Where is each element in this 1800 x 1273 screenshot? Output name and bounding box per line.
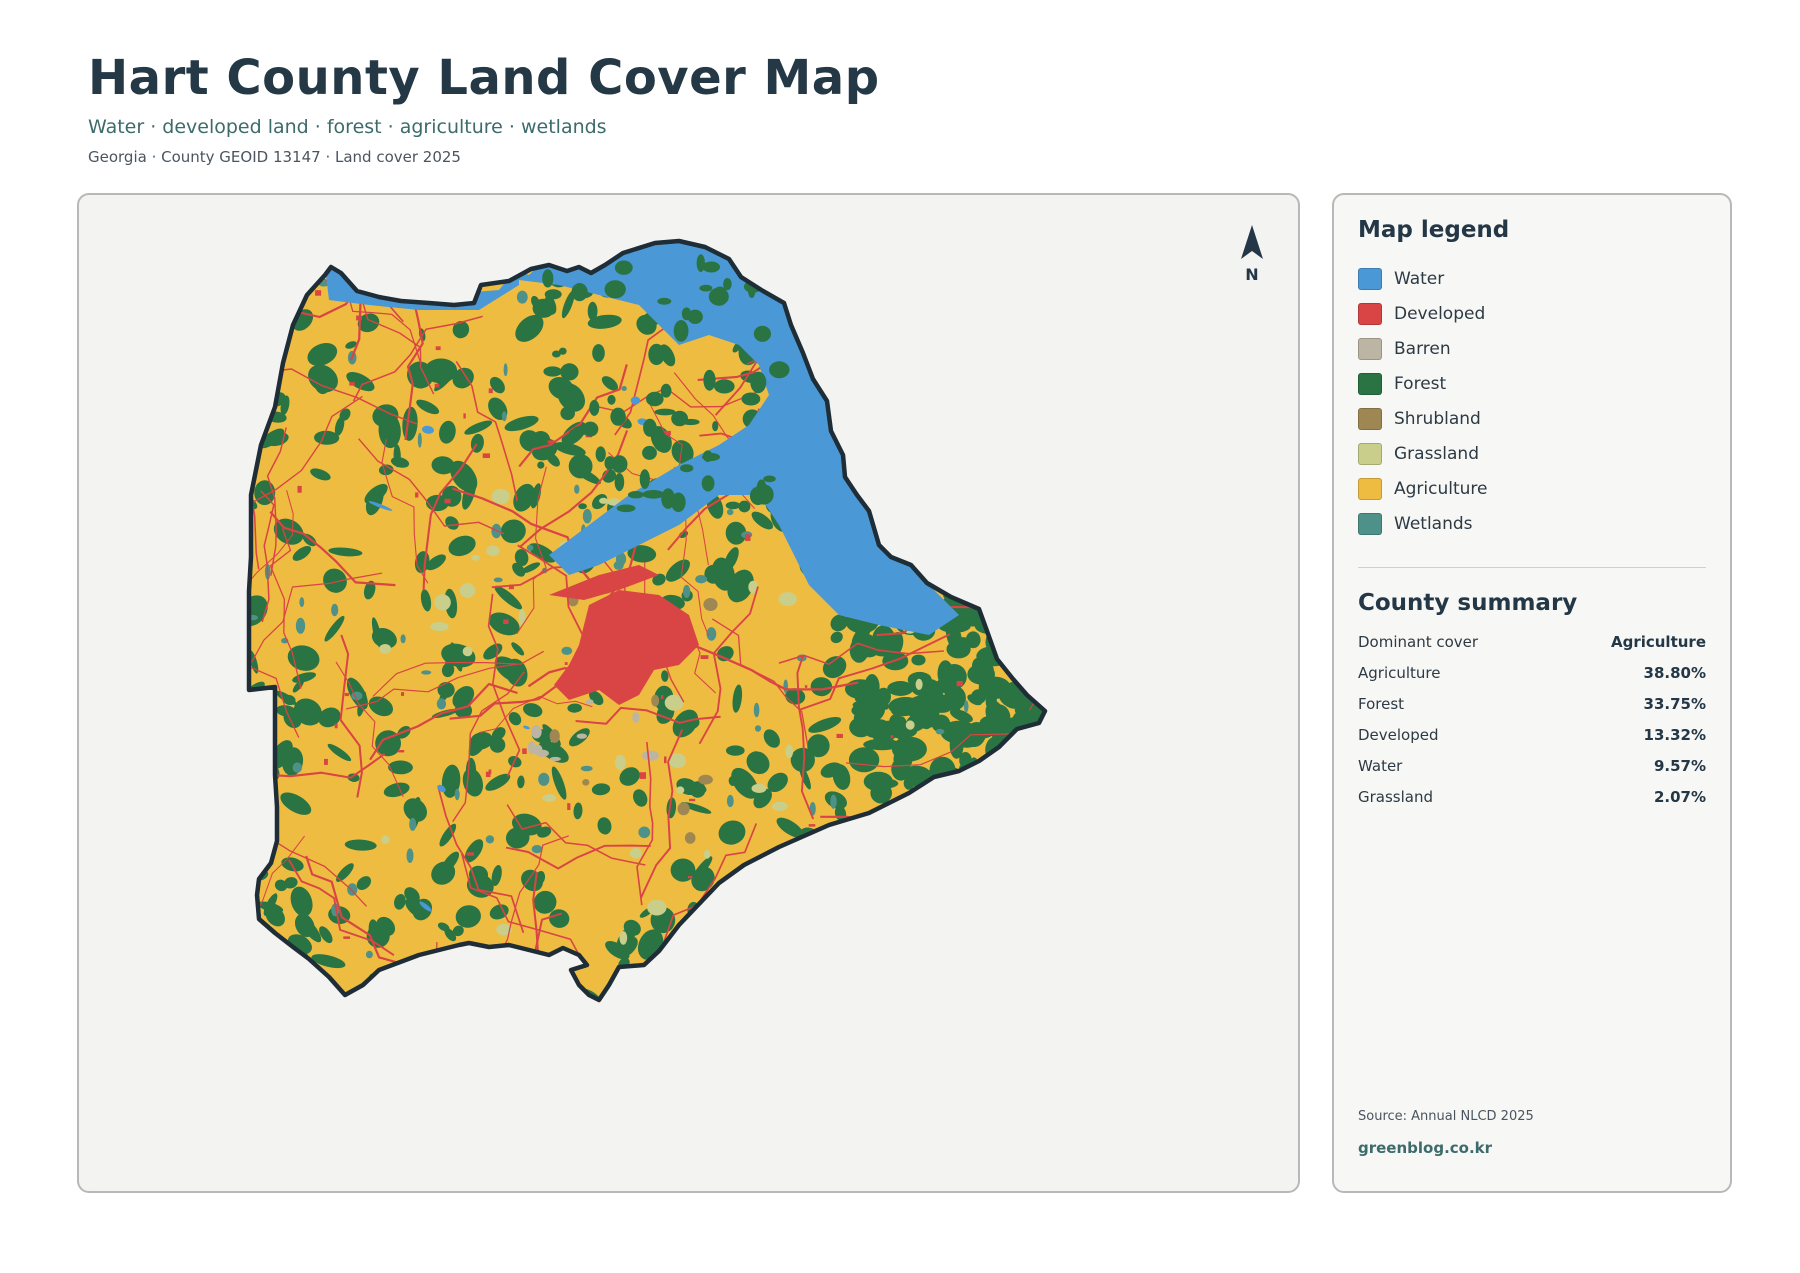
legend-label: Developed (1394, 303, 1486, 324)
legend-label: Barren (1394, 338, 1451, 359)
summary-value: 2.07% (1653, 787, 1706, 806)
legend-heading: Map legend (1358, 217, 1510, 243)
legend-item-grassland: Grassland (1358, 436, 1706, 471)
legend-label: Grassland (1394, 443, 1479, 464)
legend-label: Shrubland (1394, 408, 1481, 429)
agriculture-swatch (1358, 477, 1382, 500)
site-link[interactable]: greenblog.co.kr (1358, 1139, 1493, 1157)
legend-item-agriculture: Agriculture (1358, 471, 1706, 506)
summary-row: Agriculture 38.80% (1358, 657, 1706, 688)
north-label: N (1245, 265, 1259, 284)
summary-row: Dominant cover Agriculture (1358, 626, 1706, 657)
legend-item-forest: Forest (1358, 366, 1706, 401)
legend-label: Forest (1394, 373, 1447, 394)
summary-value: 9.57% (1653, 756, 1706, 775)
shrubland-swatch (1358, 407, 1382, 430)
legend-label: Wetlands (1394, 513, 1473, 534)
summary-label: Agriculture (1358, 663, 1441, 682)
legend-item-barren: Barren (1358, 331, 1706, 366)
summary-heading: County summary (1358, 590, 1578, 616)
summary-row: Forest 33.75% (1358, 688, 1706, 719)
panel-divider (1358, 567, 1706, 568)
barren-swatch (1358, 337, 1382, 360)
water-swatch (1358, 267, 1382, 290)
page-title: Hart County Land Cover Map (88, 50, 880, 106)
land-cover-raster (249, 241, 1045, 1000)
map-panel[interactable]: N (77, 193, 1300, 1193)
summary-label: Developed (1358, 725, 1439, 744)
forest-swatch (1358, 372, 1382, 395)
legend-item-wetlands: Wetlands (1358, 506, 1706, 541)
summary-label: Dominant cover (1358, 632, 1479, 651)
source-note: Source: Annual NLCD 2025 (1358, 1109, 1534, 1124)
developed-swatch (1358, 302, 1382, 325)
summary-label: Grassland (1358, 787, 1433, 806)
header: Hart County Land Cover Map Water · devel… (88, 44, 880, 166)
summary-label: Forest (1358, 694, 1405, 713)
page-meta: Georgia · County GEOID 13147 · Land cove… (88, 148, 461, 166)
legend-label: Water (1394, 268, 1445, 289)
north-arrow-icon (1241, 225, 1263, 259)
summary-value: 13.32% (1643, 725, 1706, 744)
summary-value: 33.75% (1643, 694, 1706, 713)
summary-row: Water 9.57% (1358, 750, 1706, 781)
side-panel: Map legend Water Developed Barren Forest… (1332, 193, 1732, 1193)
summary-value: Agriculture (1610, 632, 1706, 651)
legend-list: Water Developed Barren Forest Shrubland … (1358, 261, 1706, 541)
land-cover-map[interactable] (79, 195, 1300, 1193)
page-subtitle: Water · developed land · forest · agricu… (88, 116, 607, 138)
legend-item-water: Water (1358, 261, 1706, 296)
wetlands-swatch (1358, 512, 1382, 535)
summary-row: Developed 13.32% (1358, 719, 1706, 750)
summary-value: 38.80% (1643, 663, 1706, 682)
legend-item-developed: Developed (1358, 296, 1706, 331)
summary-table: Dominant cover Agriculture Agriculture 38.… (1358, 626, 1706, 812)
summary-label: Water (1358, 756, 1403, 775)
summary-row: Grassland 2.07% (1358, 781, 1706, 812)
legend-item-shrubland: Shrubland (1358, 401, 1706, 436)
legend-label: Agriculture (1394, 478, 1488, 499)
north-arrow: N (1232, 223, 1272, 284)
grassland-swatch (1358, 442, 1382, 465)
